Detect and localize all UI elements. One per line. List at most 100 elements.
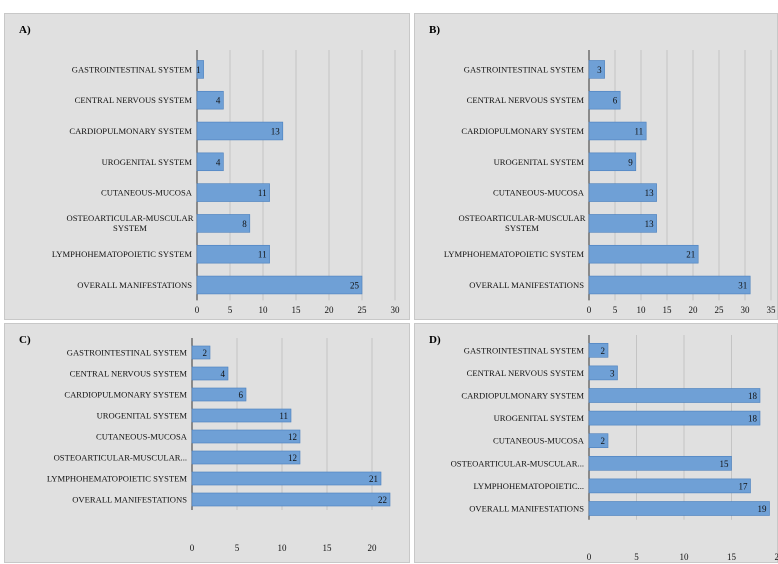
category-label: UROGENITAL SYSTEM [494,413,585,423]
category-label: OSTEOARTICULAR-MUSCULAR... [451,458,584,468]
x-tick-label: 0 [195,305,200,315]
bar [192,430,300,443]
category-label: UROGENITAL SYSTEM [494,157,585,167]
x-tick-label: 25 [715,305,725,315]
bar-value-label: 4 [216,157,221,167]
bar-chart-c: 05101520252GASTROINTESTINAL SYSTEM4CENTR… [5,324,411,564]
bar-value-label: 21 [686,250,695,260]
category-label: OVERALL MANIFESTATIONS [72,495,187,505]
bar-value-label: 21 [369,474,378,484]
category-label: OVERALL MANIFESTATIONS [77,280,192,290]
bar-value-label: 11 [258,250,267,260]
bar-value-label: 22 [378,495,387,505]
category-label: GASTROINTESTINAL SYSTEM [67,348,188,358]
category-label: CUTANEOUS-MUCOSA [493,188,585,198]
bar-value-label: 18 [748,414,758,424]
category-label: CENTRAL NERVOUS SYSTEM [70,369,188,379]
x-tick-label: 30 [391,305,401,315]
bar [589,411,760,425]
category-label: CARDIOPULMONARY SYSTEM [69,126,192,136]
bar [589,456,732,470]
x-tick-label: 35 [767,305,777,315]
bar-value-label: 12 [288,432,297,442]
category-label: OVERALL MANIFESTATIONS [469,504,584,514]
bar-value-label: 18 [748,391,758,401]
bar-value-label: 4 [216,96,221,106]
x-tick-label: 15 [292,305,302,315]
bar-value-label: 11 [635,127,644,137]
x-tick-label: 5 [634,552,639,562]
x-tick-label: 5 [613,305,618,315]
bar-value-label: 2 [203,348,208,358]
category-label: OSTEOARTICULAR-MUSCULAR... [54,453,187,463]
category-label: CENTRAL NERVOUS SYSTEM [467,95,585,105]
x-tick-label: 25 [358,305,368,315]
bar-value-label: 15 [720,459,730,469]
x-tick-label: 0 [190,543,195,553]
category-label: CENTRAL NERVOUS SYSTEM [467,368,585,378]
bar-value-label: 11 [258,188,267,198]
category-label: LYMPHOHEMATOPOIETIC SYSTEM [52,249,192,259]
bar [192,472,381,485]
category-label: CENTRAL NERVOUS SYSTEM [75,95,193,105]
category-label: GASTROINTESTINAL SYSTEM [72,64,193,74]
x-tick-label: 20 [689,305,699,315]
x-tick-label: 20 [368,543,378,553]
category-label: OVERALL MANIFESTATIONS [469,280,584,290]
bar [589,434,608,448]
category-label: GASTROINTESTINAL SYSTEM [464,64,585,74]
bar [589,343,608,357]
bar-value-label: 2 [601,346,606,356]
bar [197,276,362,294]
bar-value-label: 13 [645,188,655,198]
bar [589,388,760,402]
bar-value-label: 19 [758,504,768,514]
category-label: CUTANEOUS-MUCOSA [96,432,188,442]
category-label: UROGENITAL SYSTEM [102,157,193,167]
bar-value-label: 17 [739,481,749,491]
bar-value-label: 31 [738,281,747,291]
category-label: CUTANEOUS-MUCOSA [101,188,193,198]
bar-value-label: 8 [242,219,247,229]
bar-value-label: 1 [196,65,201,75]
bar-value-label: 2 [601,436,606,446]
x-tick-label: 0 [587,305,592,315]
x-tick-label: 10 [278,543,288,553]
bar [589,245,698,263]
bar [192,451,300,464]
bar [589,501,770,515]
x-tick-label: 15 [727,552,737,562]
category-label: LYMPHOHEMATOPOIETIC SYSTEM [47,474,187,484]
x-tick-label: 10 [259,305,269,315]
bar [192,493,390,506]
x-tick-label: 15 [323,543,333,553]
bar [589,479,751,493]
bar-value-label: 12 [288,453,297,463]
x-tick-label: 30 [741,305,751,315]
bar-value-label: 11 [279,411,288,421]
bar-value-label: 6 [613,96,618,106]
x-tick-label: 20 [325,305,335,315]
bar-value-label: 25 [350,281,360,291]
category-label: LYMPHOHEMATOPOIETIC SYSTEM [444,249,584,259]
bar-value-label: 3 [597,65,602,75]
x-tick-label: 20 [775,552,778,562]
category-label: CARDIOPULMONARY SYSTEM [461,126,584,136]
category-label: CARDIOPULMONARY SYSTEM [461,391,584,401]
category-label: UROGENITAL SYSTEM [97,411,188,421]
category-label: LYMPHOHEMATOPOIETIC... [474,481,584,491]
bar-value-label: 4 [221,369,226,379]
bar-value-label: 13 [271,127,281,137]
bar-value-label: 6 [239,390,244,400]
category-label: GASTROINTESTINAL SYSTEM [464,345,585,355]
x-tick-label: 5 [235,543,240,553]
bar [192,346,210,359]
bar-value-label: 13 [645,219,655,229]
